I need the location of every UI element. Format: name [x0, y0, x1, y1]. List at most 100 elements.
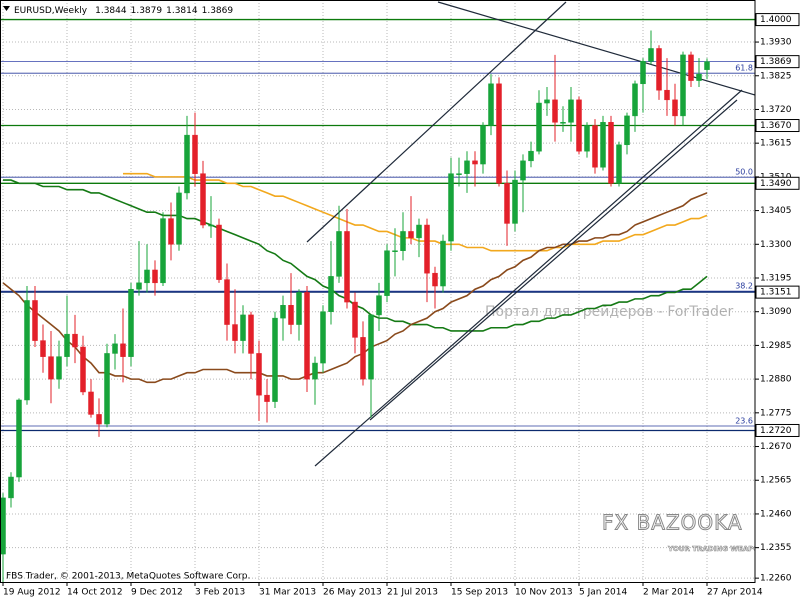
price-level-box	[755, 423, 800, 437]
fibo-label: 38.2	[735, 282, 753, 291]
watermark: Портал для трейдеров - ForTrader	[485, 304, 734, 320]
price-level-label: 1.2720	[760, 426, 792, 436]
candle-body	[536, 102, 542, 152]
y-tick-label: 1.2985	[760, 341, 792, 351]
candle-body	[472, 160, 478, 165]
current-price-label: 1.3869	[760, 57, 792, 67]
candle-body	[576, 99, 582, 152]
y-tick-label: 1.2260	[760, 574, 792, 584]
candle-body	[432, 272, 438, 287]
candle-body	[568, 99, 574, 123]
last-close: 1.3869	[202, 6, 234, 16]
candle-body	[72, 333, 78, 348]
candle-body	[136, 282, 142, 290]
candle-body	[24, 300, 30, 401]
candle-body	[120, 343, 126, 357]
menu-icon	[3, 6, 10, 11]
candle-body	[56, 356, 62, 380]
candle-body	[288, 305, 294, 325]
y-tick-label: 1.2460	[760, 509, 792, 519]
y-tick-label: 1.2355	[760, 543, 792, 553]
y-tick-label: 1.3300	[760, 240, 792, 250]
candle-body	[296, 292, 302, 325]
candle-body	[528, 150, 534, 162]
candle-body	[440, 240, 446, 287]
candle-body	[176, 192, 182, 245]
candle-body	[400, 231, 406, 251]
x-tick-label: 31 Mar 2013	[259, 588, 316, 598]
symbol: EURUSD,Weekly	[14, 6, 88, 16]
candles	[0, 30, 710, 582]
candle-body	[592, 125, 598, 168]
candle-body	[40, 340, 46, 357]
candle-body	[416, 224, 422, 239]
candle-body	[312, 362, 318, 380]
y-tick-label: 1.3090	[760, 307, 792, 317]
candle-body	[304, 292, 310, 380]
candle-body	[496, 83, 502, 184]
y-tick-label: 1.3195	[760, 273, 792, 283]
price-level-box	[755, 176, 800, 190]
candle-body	[640, 61, 646, 85]
y-tick-label: 1.3720	[760, 105, 792, 115]
x-tick-label: 14 Oct 2012	[67, 588, 123, 598]
candle-body	[104, 353, 110, 425]
candle-body	[128, 288, 134, 357]
last-open: 1.3844	[95, 6, 127, 16]
x-tick-label: 26 May 2013	[323, 588, 382, 598]
fibo-label: 50.0	[735, 168, 753, 177]
fibo-label: 23.6	[735, 416, 753, 425]
last-low: 1.3814	[166, 6, 198, 16]
candle-body	[184, 134, 190, 194]
candle-body	[408, 231, 414, 239]
candle-body	[680, 54, 686, 117]
candle-body	[360, 337, 366, 380]
candle-body	[520, 160, 526, 181]
x-tick-label: 27 Apr 2014	[707, 588, 763, 598]
x-tick-label: 9 Dec 2012	[131, 588, 183, 598]
candle-body	[336, 231, 342, 277]
candle-body	[424, 224, 430, 274]
x-tick-label: 2 Mar 2014	[643, 588, 695, 598]
candle-body	[88, 391, 94, 415]
candle-body	[656, 48, 662, 91]
price-level-label: 1.3151	[760, 288, 792, 298]
x-tick-label: 15 Sep 2013	[451, 588, 508, 598]
candle-body	[464, 160, 470, 174]
candle-body	[200, 173, 206, 226]
candle-body	[560, 122, 566, 124]
candle-body	[272, 317, 278, 402]
candle-body	[624, 115, 630, 146]
candle-body	[48, 356, 54, 380]
candle-body	[240, 314, 246, 341]
x-tick-label: 21 Jul 2013	[387, 588, 438, 598]
trend-line	[437, 1, 755, 96]
axes: 1.39301.38251.37201.36151.35101.34051.33…	[2, 13, 800, 598]
price-level-box	[755, 119, 800, 133]
candle-body	[96, 414, 102, 425]
candle-body	[280, 305, 286, 319]
candle-body	[632, 83, 638, 117]
candle-body	[192, 134, 198, 174]
candle-body	[600, 122, 606, 168]
candle-body	[512, 179, 518, 224]
candle-body	[456, 173, 462, 175]
x-tick-label: 3 Feb 2013	[195, 588, 245, 598]
candle-body	[648, 48, 654, 62]
candle-body	[152, 269, 158, 284]
price-level-label: 1.3490	[760, 179, 792, 189]
candle-body	[80, 346, 86, 393]
candle-body	[392, 250, 398, 252]
candle-body	[480, 125, 486, 165]
channel-line	[369, 99, 738, 421]
channel-line	[306, 1, 567, 243]
candle-body	[216, 224, 222, 280]
moving-average	[123, 172, 708, 252]
moving-average	[2, 192, 708, 384]
price-level-label: 1.3670	[760, 121, 792, 131]
y-tick-label: 1.2880	[760, 375, 792, 385]
candle-body	[232, 324, 238, 341]
candle-body	[248, 314, 254, 354]
